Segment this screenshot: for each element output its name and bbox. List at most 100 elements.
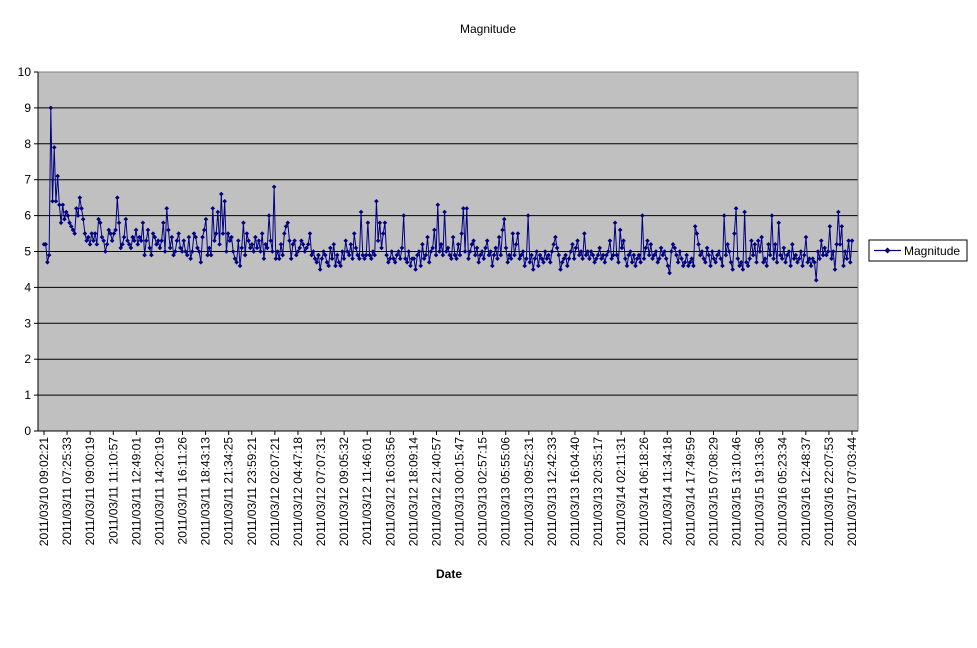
data-point [280, 252, 285, 258]
data-point [469, 242, 475, 247]
data-point [772, 242, 778, 247]
data-point [807, 256, 812, 261]
data-point [302, 249, 308, 254]
data-point [672, 245, 678, 251]
data-point [242, 252, 248, 258]
data-point [275, 249, 280, 254]
data-point [229, 234, 234, 240]
data-point [628, 249, 633, 254]
data-point [149, 252, 154, 258]
data-point [236, 238, 241, 244]
data-point [836, 209, 841, 215]
data-point [265, 245, 270, 251]
data-point [227, 238, 233, 244]
data-point [331, 242, 337, 247]
data-point [200, 234, 205, 240]
data-point [680, 263, 686, 269]
data-point [570, 242, 575, 247]
data-point [669, 249, 674, 254]
x-tick-label: 2011/03/16 22:07:53 [822, 437, 836, 547]
data-point [246, 238, 251, 244]
data-point [312, 256, 318, 261]
data-point [513, 242, 519, 247]
data-point [174, 238, 180, 244]
data-point [300, 242, 306, 247]
data-point [357, 256, 362, 261]
data-point [549, 249, 555, 254]
data-point [585, 249, 591, 254]
data-point [571, 256, 577, 261]
data-point [193, 234, 199, 240]
data-point [442, 209, 447, 215]
data-point [94, 242, 100, 247]
data-point [143, 238, 149, 244]
data-point [207, 245, 212, 251]
data-point [766, 242, 771, 247]
data-point [443, 249, 449, 254]
data-point [737, 263, 742, 269]
data-point [86, 234, 91, 240]
x-tick-label: 2011/03/12 18:09:14 [406, 437, 420, 547]
data-point [697, 252, 703, 258]
data-point [725, 242, 730, 247]
data-point [326, 263, 331, 269]
data-point [576, 252, 582, 258]
x-tick-label: 2011/03/11 11:10:57 [106, 437, 120, 545]
data-point [62, 216, 67, 222]
data-point [679, 256, 684, 261]
x-tick-label: 2011/03/14 11:34:18 [660, 437, 674, 546]
data-point [48, 105, 54, 111]
data-point [553, 234, 558, 240]
data-point [184, 252, 190, 258]
data-point [215, 209, 221, 215]
data-point [747, 256, 753, 261]
data-point [316, 252, 321, 258]
data-point [368, 256, 374, 261]
data-point [343, 238, 349, 244]
data-point [600, 252, 606, 258]
data-point [788, 263, 793, 269]
data-point [696, 242, 701, 247]
data-point [186, 234, 192, 240]
data-point [65, 213, 71, 218]
data-point [592, 259, 597, 265]
data-point [261, 256, 267, 261]
data-point [113, 227, 118, 233]
data-point [53, 198, 59, 204]
data-point [670, 242, 676, 247]
data-point [667, 270, 672, 276]
data-point [329, 256, 335, 261]
data-point [529, 252, 534, 258]
x-tick-label: 2011/03/16 12:48:37 [799, 437, 813, 547]
data-point [263, 242, 268, 247]
data-point [387, 256, 393, 261]
data-point [251, 249, 256, 254]
x-tick-label: 2011/03/12 09:05:32 [337, 437, 351, 547]
data-point [169, 234, 175, 240]
data-point [167, 245, 173, 251]
data-point [309, 252, 314, 258]
data-point [541, 259, 546, 265]
data-point [399, 245, 405, 251]
data-point [614, 252, 620, 258]
data-point [720, 263, 725, 269]
data-point [563, 252, 568, 258]
data-point [645, 238, 650, 244]
data-point [701, 256, 706, 261]
data-point [447, 252, 453, 258]
data-point [324, 259, 330, 265]
data-point [761, 259, 766, 265]
data-point [155, 238, 161, 244]
data-point [89, 231, 95, 236]
data-point [829, 256, 834, 261]
data-point [730, 267, 735, 272]
data-point [665, 263, 671, 269]
data-point [220, 231, 226, 236]
data-point [640, 213, 645, 218]
y-tick-label: 1 [24, 388, 31, 402]
data-point [791, 256, 797, 261]
data-point [507, 252, 512, 258]
data-point [57, 202, 62, 208]
data-point [130, 234, 135, 240]
data-point [258, 249, 263, 254]
